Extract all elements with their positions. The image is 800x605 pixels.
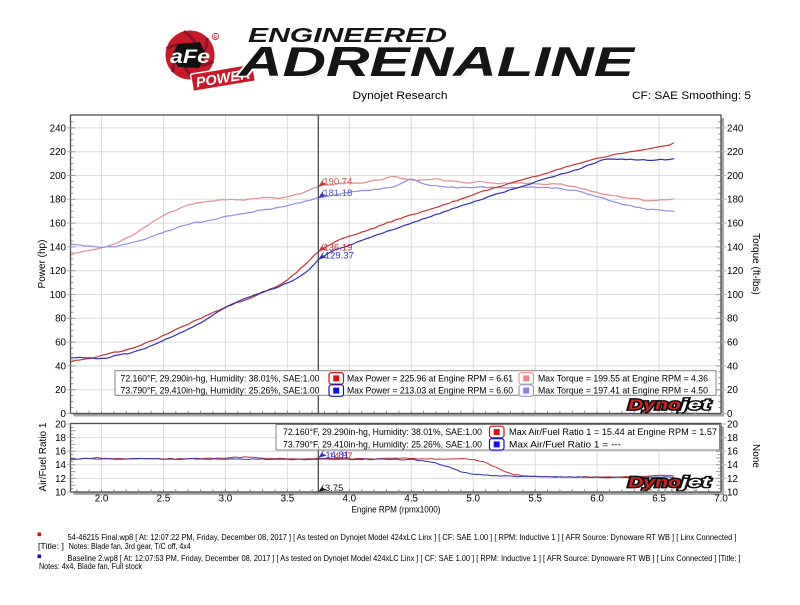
svg-text:2.5: 2.5 [157, 494, 171, 505]
svg-text:5.0: 5.0 [466, 494, 480, 505]
svg-text:100: 100 [727, 290, 744, 301]
svg-text:6.5: 6.5 [652, 494, 666, 505]
svg-text:72.160°F, 29.290in-hg, Humidit: 72.160°F, 29.290in-hg, Humidity: 38.01%,… [283, 426, 482, 437]
svg-text:14.81: 14.81 [325, 450, 349, 461]
svg-text:0: 0 [61, 409, 67, 420]
svg-text:Max Torque = 199.55 at Engine: Max Torque = 199.55 at Engine RPM = 4.36 [538, 372, 708, 383]
svg-text:18: 18 [55, 433, 66, 444]
svg-text:12: 12 [55, 474, 66, 485]
svg-text:20: 20 [727, 419, 738, 430]
svg-text:40: 40 [727, 361, 738, 372]
svg-text:14.87: 14.87 [329, 451, 353, 462]
svg-text:3.0: 3.0 [219, 494, 233, 505]
svg-text:10: 10 [55, 487, 66, 498]
svg-text:72.160°F, 29.290in-hg, Humidit: 72.160°F, 29.290in-hg, Humidity: 38.01%,… [121, 372, 320, 383]
svg-text:ADRENALINE: ADRENALINE [239, 39, 638, 86]
svg-text:80: 80 [55, 314, 66, 325]
svg-text:160: 160 [727, 219, 744, 230]
svg-text:Max Air/Fuel Ratio 1 = ---: Max Air/Fuel Ratio 1 = --- [509, 439, 621, 450]
svg-text:129.37: 129.37 [325, 251, 354, 262]
svg-text:220: 220 [50, 147, 67, 158]
svg-text:CF: SAE Smoothing: 5: CF: SAE Smoothing: 5 [632, 90, 751, 102]
svg-text:73.790°F, 29.410in-hg, Humidit: 73.790°F, 29.410in-hg, Humidity: 25.26%,… [121, 384, 320, 395]
svg-text:120: 120 [50, 266, 67, 277]
svg-text:Power (hp): Power (hp) [37, 240, 48, 289]
svg-text:Max Power = 225.96 at Engine R: Max Power = 225.96 at Engine RPM = 6.61 [347, 372, 513, 383]
svg-text:4.5: 4.5 [404, 494, 418, 505]
svg-text:200: 200 [727, 171, 744, 182]
svg-text:7.0: 7.0 [714, 494, 728, 505]
svg-text:Dyno: Dyno [628, 397, 681, 414]
svg-text:3.5: 3.5 [281, 494, 295, 505]
svg-text:240: 240 [50, 123, 67, 134]
svg-text:200: 200 [50, 171, 67, 182]
svg-text:160: 160 [50, 219, 67, 230]
svg-text:140: 140 [50, 242, 67, 253]
svg-text:0: 0 [727, 409, 733, 420]
svg-text:RESEARCH: RESEARCH [642, 411, 701, 416]
svg-text:ENGINEERED: ENGINEERED [248, 24, 447, 47]
svg-text:Torque (ft-lbs): Torque (ft-lbs) [750, 233, 761, 295]
svg-text:RESEARCH: RESEARCH [642, 489, 701, 494]
svg-text:12: 12 [727, 474, 738, 485]
svg-text:18: 18 [727, 433, 738, 444]
svg-text:60: 60 [55, 338, 66, 349]
svg-text:None: None [750, 444, 761, 468]
svg-text:181.18: 181.18 [323, 188, 352, 199]
svg-text:16: 16 [55, 447, 66, 458]
svg-text:73.790°F, 29.410in-hg, Humidit: 73.790°F, 29.410in-hg, Humidity: 25.26%,… [283, 439, 482, 450]
svg-text:20: 20 [55, 385, 66, 396]
svg-text:40: 40 [55, 361, 66, 372]
svg-text:jet: jet [678, 397, 712, 414]
svg-text:14: 14 [55, 460, 66, 471]
svg-text:14: 14 [727, 460, 738, 471]
svg-text:240: 240 [727, 123, 744, 134]
svg-text:[Title: ]: [Title: ] [38, 541, 64, 551]
svg-text:180: 180 [727, 195, 744, 206]
svg-text:20: 20 [727, 385, 738, 396]
svg-text:6.0: 6.0 [590, 494, 604, 505]
svg-text:80: 80 [727, 314, 738, 325]
svg-text:aFe: aFe [170, 47, 211, 68]
svg-text:5.5: 5.5 [528, 494, 542, 505]
svg-text:220: 220 [727, 147, 744, 158]
svg-text:Notes: Blade fan, 3rd gear, T/: Notes: Blade fan, 3rd gear, T/C off, 4x4 [69, 541, 191, 551]
svg-text:190.74: 190.74 [323, 177, 352, 188]
svg-text:Engine RPM (rpmx1000): Engine RPM (rpmx1000) [352, 505, 441, 515]
svg-text:54-46215 Final.wp8 [ At: 12:07: 54-46215 Final.wp8 [ At: 12:07:22 PM, Fr… [68, 532, 737, 542]
svg-text:4.0: 4.0 [342, 494, 356, 505]
svg-text:Notes: 4x4, Blade fan, Full st: Notes: 4x4, Blade fan, Full stock [39, 561, 143, 571]
svg-text:2.0: 2.0 [95, 494, 109, 505]
svg-text:Dynojet Research: Dynojet Research [353, 90, 448, 102]
svg-text:120: 120 [727, 266, 744, 277]
svg-text:16: 16 [727, 447, 738, 458]
svg-text:10: 10 [727, 487, 738, 498]
svg-text:136.19: 136.19 [323, 243, 352, 254]
svg-text:Max Power = 213.03 at Engine R: Max Power = 213.03 at Engine RPM = 6.60 [347, 384, 513, 395]
svg-text:ADRENALINE: ADRENALINE [238, 38, 637, 85]
svg-text:100: 100 [50, 290, 67, 301]
svg-text:ENGINEERED: ENGINEERED [249, 25, 448, 48]
svg-text:Baseline 2.wp8 [ At: 12:07:53: Baseline 2.wp8 [ At: 12:07:53 PM, Friday… [68, 553, 741, 563]
svg-text:Max Air/Fuel Ratio 1 = 15.44 a: Max Air/Fuel Ratio 1 = 15.44 at Engine R… [509, 426, 717, 437]
svg-text:Dyno: Dyno [628, 474, 681, 491]
svg-text:60: 60 [727, 338, 738, 349]
svg-text:Air/Fuel Ratio 1: Air/Fuel Ratio 1 [38, 422, 49, 491]
svg-text:Max Torque = 197.41 at Engine: Max Torque = 197.41 at Engine RPM = 4.50 [538, 384, 708, 395]
svg-text:20: 20 [55, 419, 66, 430]
svg-text:jet: jet [678, 474, 712, 491]
svg-text:R: R [214, 35, 218, 41]
svg-text:3.75: 3.75 [325, 483, 344, 494]
svg-text:180: 180 [50, 195, 67, 206]
svg-text:140: 140 [727, 242, 744, 253]
